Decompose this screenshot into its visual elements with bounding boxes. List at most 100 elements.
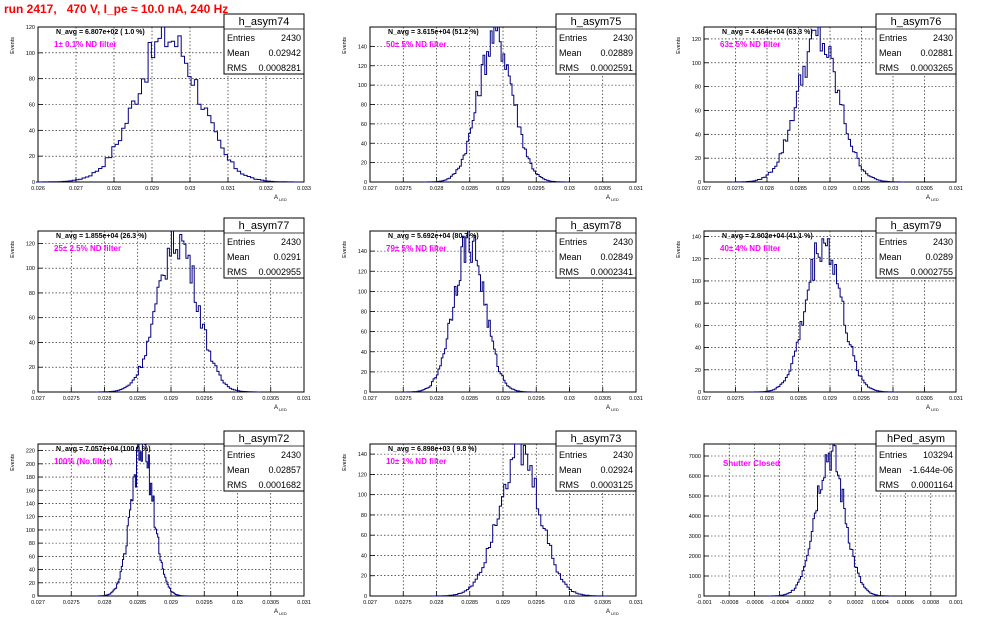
y-tick-label: 40 bbox=[29, 128, 35, 134]
stats-label: Mean bbox=[559, 465, 582, 475]
y-tick-label: 100 bbox=[358, 83, 367, 89]
x-tick-label: 0.027 bbox=[363, 186, 377, 192]
stats-label: Mean bbox=[227, 48, 250, 58]
y-tick-label: 20 bbox=[695, 368, 701, 374]
navg-label: N_avg = 1.855e+04 (26.3 %) bbox=[56, 233, 147, 240]
stats-value: 0.0002591 bbox=[590, 63, 633, 73]
x-tick-label: 0.0275 bbox=[395, 600, 412, 606]
histogram-panel-hPed_asym: -0.001 -0.0008 -0.0006 -0.0004 -0.0002 0 0.000… bbox=[689, 430, 963, 606]
stats-value: 0.02889 bbox=[600, 48, 633, 58]
y-tick-label: 100 bbox=[358, 289, 367, 295]
x-tick-label: 0.029 bbox=[496, 186, 510, 192]
stats-title: h_asym75 bbox=[571, 16, 622, 28]
x-tick-label: 0.0275 bbox=[63, 396, 80, 402]
y-tick-label: 140 bbox=[358, 44, 367, 50]
x-tick-label: 0.029 bbox=[164, 600, 178, 606]
x-tick-label: 0.031 bbox=[949, 396, 963, 402]
y-axis-title: Events bbox=[10, 454, 16, 471]
stats-label: Mean bbox=[879, 48, 902, 58]
stats-label: Mean bbox=[879, 252, 902, 262]
x-axis-title-sub: LED bbox=[611, 611, 619, 616]
x-axis-title: A bbox=[926, 405, 930, 411]
x-tick-label: 0.0295 bbox=[853, 186, 870, 192]
y-tick-label: 80 bbox=[695, 301, 701, 307]
x-tick-label: 0.028 bbox=[107, 186, 121, 192]
x-tick-label: 0.026 bbox=[31, 186, 45, 192]
x-tick-label: 0.03 bbox=[888, 396, 899, 402]
x-tick-label: -0.0004 bbox=[770, 600, 789, 606]
x-tick-label: 0.03 bbox=[564, 600, 575, 606]
stats-value: 0.0008281 bbox=[258, 63, 301, 73]
x-tick-label: 0.031 bbox=[629, 600, 643, 606]
filter-label: 25± 2.5% ND filter bbox=[54, 244, 121, 253]
stats-label: Entries bbox=[879, 33, 908, 43]
y-tick-label: 2000 bbox=[689, 554, 701, 560]
histogram-panel-h_asym72: 0.027 0.0275 0.028 0.0285 0.029 0.0295 0.03 0.0… bbox=[10, 430, 311, 616]
stats-value: 0.0001682 bbox=[258, 480, 301, 490]
stats-title: h_asym73 bbox=[571, 433, 622, 445]
y-tick-label: 60 bbox=[29, 316, 35, 322]
y-tick-label: 0 bbox=[364, 180, 367, 186]
stats-value: 2430 bbox=[281, 237, 301, 247]
x-tick-label: 0.0285 bbox=[461, 186, 478, 192]
y-tick-label: 80 bbox=[29, 541, 35, 547]
x-axis-title-sub: LED bbox=[931, 197, 939, 202]
x-tick-label: 0.031 bbox=[629, 186, 643, 192]
y-axis-title: Events bbox=[676, 37, 682, 54]
y-tick-label: 20 bbox=[695, 156, 701, 162]
y-tick-label: 20 bbox=[361, 161, 367, 167]
histogram-line bbox=[423, 26, 568, 183]
stats-label: Mean bbox=[227, 252, 250, 262]
filter-label: Shutter Closed bbox=[723, 459, 780, 468]
y-tick-label: 80 bbox=[29, 77, 35, 83]
y-tick-label: 40 bbox=[361, 350, 367, 356]
y-tick-label: 4000 bbox=[689, 514, 701, 520]
x-axis-title: A bbox=[274, 405, 278, 411]
x-tick-label: 0.0275 bbox=[395, 396, 412, 402]
stats-title: h_asym78 bbox=[571, 220, 622, 232]
x-tick-label: 0.033 bbox=[297, 186, 311, 192]
stats-value: 0.0002341 bbox=[590, 267, 633, 277]
x-tick-label: 0.029 bbox=[145, 186, 159, 192]
x-tick-label: 0.0295 bbox=[528, 186, 545, 192]
y-tick-label: 60 bbox=[361, 533, 367, 539]
y-tick-label: 0 bbox=[698, 180, 701, 186]
x-tick-label: 0 bbox=[828, 600, 831, 606]
stats-label: RMS bbox=[879, 63, 899, 73]
x-tick-label: 0.032 bbox=[259, 186, 273, 192]
y-tick-label: 80 bbox=[361, 103, 367, 109]
stats-title: h_asym74 bbox=[239, 16, 290, 28]
y-tick-label: 0 bbox=[698, 390, 701, 396]
x-tick-label: 0.03 bbox=[564, 186, 575, 192]
stats-value: 2430 bbox=[933, 33, 953, 43]
stats-label: Entries bbox=[879, 237, 908, 247]
stats-value: 0.02857 bbox=[268, 465, 301, 475]
x-tick-label: 0.029 bbox=[823, 396, 837, 402]
x-axis-title-sub: LED bbox=[931, 407, 939, 412]
x-tick-label: 0.0295 bbox=[853, 396, 870, 402]
stats-value: 2430 bbox=[613, 237, 633, 247]
x-axis-title: A bbox=[274, 195, 278, 201]
y-tick-label: 20 bbox=[29, 365, 35, 371]
histogram-panel-h_asym76: 0.027 0.0275 0.028 0.0285 0.029 0.0295 0.03 0.0… bbox=[676, 13, 963, 202]
x-tick-label: -0.0008 bbox=[720, 600, 739, 606]
x-tick-label: 0.0275 bbox=[727, 396, 744, 402]
y-tick-label: 80 bbox=[361, 310, 367, 316]
x-tick-label: 0.028 bbox=[430, 186, 444, 192]
y-tick-label: 20 bbox=[29, 581, 35, 587]
stats-title: h_asym79 bbox=[891, 220, 942, 232]
y-tick-label: 1000 bbox=[689, 574, 701, 580]
stats-label: Entries bbox=[559, 237, 588, 247]
histogram-line bbox=[768, 444, 892, 597]
y-tick-label: 100 bbox=[26, 266, 35, 272]
y-tick-label: 120 bbox=[358, 64, 367, 70]
stats-value: 0.02881 bbox=[920, 48, 953, 58]
stats-value: 2430 bbox=[613, 450, 633, 460]
y-axis-title: Events bbox=[342, 454, 348, 471]
x-axis-title-sub: LED bbox=[279, 611, 287, 616]
y-tick-label: 120 bbox=[692, 257, 701, 263]
stats-box bbox=[223, 13, 305, 75]
x-tick-label: 0.0295 bbox=[528, 600, 545, 606]
y-axis-title: Events bbox=[342, 241, 348, 258]
y-tick-label: 120 bbox=[26, 241, 35, 247]
